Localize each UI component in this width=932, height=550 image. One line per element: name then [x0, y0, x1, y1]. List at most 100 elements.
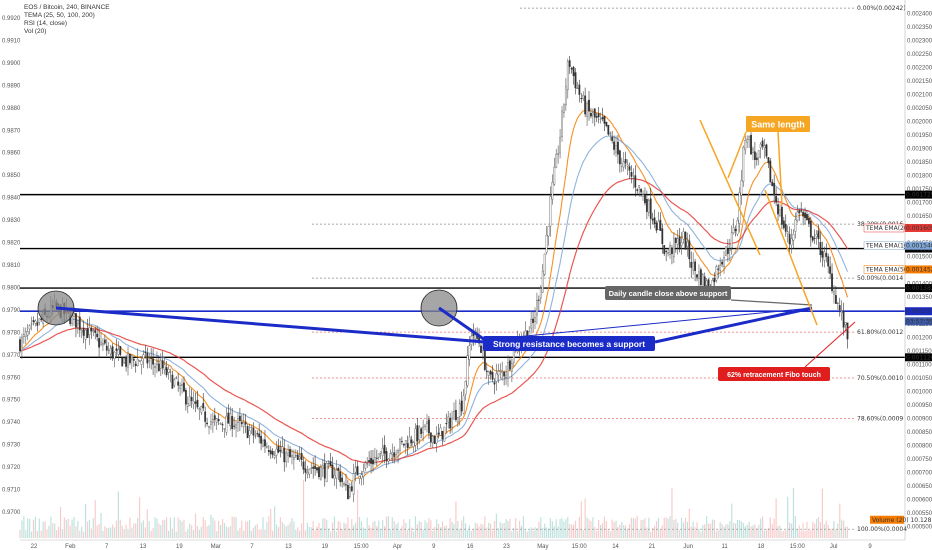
volume-bar [206, 526, 208, 538]
volume-bar [542, 527, 544, 538]
annotations [37, 119, 856, 368]
candle-body [846, 322, 849, 340]
volume-bar [73, 516, 75, 538]
candle-body [92, 330, 95, 333]
candle-body [229, 413, 232, 426]
candle-body [634, 175, 637, 188]
candle-body [129, 353, 131, 364]
candle-body [495, 373, 498, 382]
candle-body [227, 412, 230, 424]
candle-body [327, 462, 330, 464]
volume-bar [372, 521, 374, 538]
volume-bar [235, 517, 237, 538]
candle-body [534, 317, 536, 322]
blue-trend-line-3 [654, 306, 813, 344]
candle-body [800, 210, 803, 212]
volume-bar [98, 523, 100, 538]
volume-bar [779, 525, 781, 538]
volume-bar [702, 524, 704, 538]
candle-body [817, 230, 820, 240]
volume-bar [360, 521, 363, 538]
volume-bar [522, 516, 525, 538]
candle-body [593, 108, 596, 118]
volume-bar [735, 523, 737, 538]
price-tag: 0.0017292 [906, 192, 932, 199]
candle-body [32, 320, 35, 323]
candle-body [613, 141, 615, 150]
volume-bar [493, 520, 496, 538]
volume-bar [459, 529, 461, 538]
strong-resistance-box [483, 336, 655, 351]
candle-body [169, 371, 172, 373]
volume-bar [407, 529, 409, 538]
candle-body [115, 348, 118, 351]
candle-body [429, 432, 432, 442]
candle-body [152, 358, 154, 365]
candle-body [100, 341, 102, 345]
volume-bar [171, 528, 173, 538]
candle-body [807, 218, 810, 224]
candle-body [439, 427, 442, 436]
volume-bar [584, 498, 586, 538]
candle-body [337, 468, 340, 471]
volume-bar [661, 525, 663, 538]
x-axis-tick: 15:00 [790, 544, 806, 550]
volume-bar [71, 519, 73, 538]
candle-body [460, 400, 463, 412]
volume-bar [227, 527, 229, 538]
volume-bar [46, 529, 48, 538]
volume-bar [75, 526, 77, 538]
candle-body [591, 112, 594, 116]
volume-bar [121, 525, 123, 538]
volume-bar [505, 519, 507, 538]
volume-bar [279, 517, 281, 538]
volume-bar [214, 520, 216, 538]
volume-bar [204, 520, 206, 538]
volume-bar [86, 521, 89, 538]
volume-bar [682, 522, 685, 538]
volume-bar [335, 531, 337, 538]
candle-body [271, 450, 274, 456]
volume-bar [376, 526, 378, 538]
volume-bar [69, 525, 71, 538]
candle-body [127, 353, 129, 368]
volume-bar [187, 528, 189, 538]
candle-body [763, 145, 766, 149]
candle-body [198, 408, 201, 411]
x-axis-tick: 9 [432, 544, 436, 550]
volume-bar [837, 523, 839, 538]
volume-bar [59, 506, 62, 538]
volume-bar [787, 496, 789, 538]
volume-bar [181, 521, 183, 538]
candle-body [626, 164, 629, 167]
candle-body [757, 150, 760, 158]
volume-bar [605, 520, 607, 538]
volume-bar [738, 519, 741, 538]
volume-bar [549, 518, 552, 538]
volume-bar [625, 525, 627, 538]
volume-bar [295, 529, 297, 538]
candle-body [76, 320, 79, 325]
volume-bar [810, 529, 812, 538]
volume-bar [142, 520, 145, 538]
candle-body [287, 452, 290, 456]
candle-body [204, 411, 207, 422]
volume-bar [680, 517, 683, 538]
volume-bar [545, 527, 548, 538]
volume-bar [422, 529, 424, 538]
candle-body [620, 163, 623, 167]
candle-body [451, 417, 453, 428]
left-axis-tick: 0.9710 [2, 488, 21, 494]
candle-body [136, 358, 139, 367]
candle-body [649, 198, 652, 219]
candle-body [167, 368, 170, 373]
volume-bar [547, 529, 550, 538]
candle-body [264, 439, 266, 447]
left-axis-tick: 0.9860 [2, 151, 21, 157]
